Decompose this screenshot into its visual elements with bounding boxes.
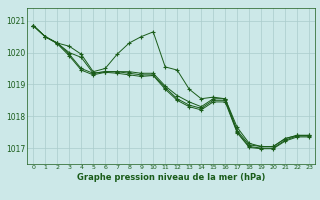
X-axis label: Graphe pression niveau de la mer (hPa): Graphe pression niveau de la mer (hPa) [77,173,265,182]
